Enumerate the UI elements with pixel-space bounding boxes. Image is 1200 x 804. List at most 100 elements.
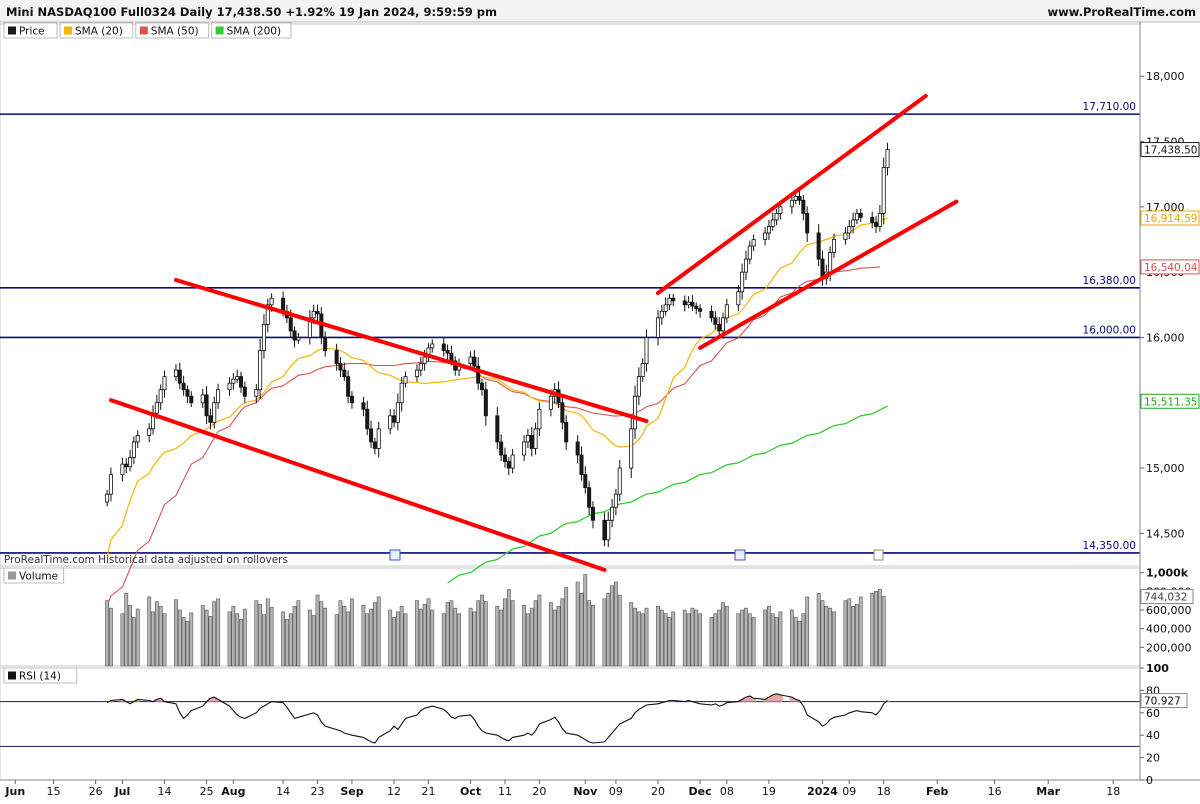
- candle-body: [717, 323, 722, 332]
- event-marker-icon[interactable]: [389, 549, 401, 561]
- event-marker-icon[interactable]: [734, 549, 746, 561]
- candle-body: [476, 365, 481, 384]
- volume-ytick-label: 1,000k: [1146, 567, 1189, 580]
- candle-body: [173, 369, 178, 378]
- xtick-label: 18: [877, 785, 891, 798]
- volume-bar: [258, 604, 263, 667]
- volume-bar: [307, 609, 312, 667]
- volume-bar: [824, 605, 829, 667]
- volume-bar: [659, 609, 664, 667]
- candle-body: [525, 434, 530, 443]
- volume-bar: [189, 612, 194, 667]
- candle-body: [682, 300, 687, 306]
- last-value-tag: [1140, 142, 1200, 158]
- volume-bar: [526, 613, 530, 667]
- candle-body: [564, 421, 569, 443]
- candle-body: [694, 305, 699, 310]
- candle-body: [296, 337, 301, 341]
- legend-sma200-swatch: [215, 26, 224, 35]
- horizontal-level-label: 17,710.00: [1083, 101, 1136, 113]
- candle-body: [258, 350, 263, 391]
- xtick-label: 19: [762, 785, 776, 798]
- volume-bar: [288, 613, 293, 667]
- candle-body: [698, 308, 703, 312]
- volume-bar: [851, 605, 855, 667]
- xtick-label: Aug: [221, 785, 245, 798]
- volume-bar: [770, 613, 775, 667]
- candle-body: [269, 297, 274, 306]
- volume-bar: [365, 613, 370, 667]
- volume-bar: [591, 605, 595, 667]
- candle-body: [640, 363, 645, 378]
- historical-note: ProRealTime.com Historical data adjusted…: [4, 554, 288, 566]
- candle-body: [797, 195, 802, 201]
- legend-rsi-box: [3, 667, 78, 684]
- candle-body: [135, 434, 140, 443]
- volume-bar: [816, 592, 821, 667]
- volume-bar: [805, 596, 810, 667]
- candle-body: [713, 317, 718, 325]
- candle-body: [655, 317, 660, 338]
- volume-bar: [124, 592, 129, 667]
- rsi-last-label: 70.927: [1144, 696, 1181, 708]
- volume-bar: [457, 613, 461, 667]
- volume-bar: [698, 613, 702, 667]
- volume-bar: [200, 605, 205, 667]
- volume-bar: [690, 607, 695, 667]
- volume-ytick-label: 600,000: [1146, 604, 1192, 617]
- volume-bar: [181, 617, 186, 667]
- volume-bar: [522, 605, 526, 667]
- candle-body: [495, 415, 500, 443]
- xtick-label: 25: [200, 785, 214, 798]
- xtick-label: 18: [1106, 785, 1120, 798]
- volume-bar: [212, 601, 217, 667]
- candle-body: [736, 291, 741, 306]
- trendline: [108, 398, 607, 572]
- price-ytick-label: 15,000: [1146, 462, 1185, 475]
- volume-bar: [552, 609, 557, 667]
- candle-body: [105, 493, 110, 503]
- candle-body: [602, 519, 607, 541]
- legend-sma50-label: SMA (50): [151, 26, 199, 38]
- candle-body: [881, 167, 886, 214]
- candle-body: [395, 402, 400, 423]
- volume-bar: [372, 602, 377, 667]
- candle-body: [610, 506, 615, 521]
- volume-bar: [281, 611, 285, 667]
- candle-body: [445, 350, 450, 354]
- legend-sma200-box: [211, 22, 292, 39]
- header-bar: [0, 0, 1200, 22]
- candle-body: [874, 222, 879, 227]
- volume-bar: [162, 613, 167, 667]
- candle-body: [235, 376, 240, 380]
- volume-bar: [744, 607, 748, 667]
- volume-bar: [426, 598, 431, 667]
- candle-body: [816, 232, 821, 260]
- volume-bar: [177, 609, 182, 667]
- candle-body: [147, 428, 152, 436]
- candle-body: [120, 463, 125, 475]
- volume-bar: [315, 594, 320, 667]
- volume-bar: [751, 617, 756, 667]
- volume-bar: [636, 611, 641, 667]
- volume-bar: [610, 585, 614, 667]
- candle-body: [231, 378, 236, 384]
- volume-bar: [529, 607, 534, 667]
- last-value-tag: [1140, 393, 1200, 409]
- horizontal-level-label: 16,380.00: [1083, 275, 1136, 287]
- candle-body: [124, 463, 129, 468]
- volume-bar: [736, 613, 741, 667]
- info-marker-icon[interactable]: [873, 549, 884, 561]
- volume-bar: [644, 607, 649, 667]
- volume-bar: [820, 600, 825, 667]
- volume-bar: [235, 613, 240, 667]
- candle-body: [686, 301, 691, 306]
- candle-body: [709, 310, 714, 319]
- rsi-panel-frame: [0, 667, 1141, 781]
- volume-bar: [399, 605, 404, 667]
- candle-body: [831, 239, 836, 253]
- legend-sma50-swatch: [139, 26, 148, 35]
- volume-bar: [709, 617, 714, 667]
- sma20-line: [106, 217, 888, 558]
